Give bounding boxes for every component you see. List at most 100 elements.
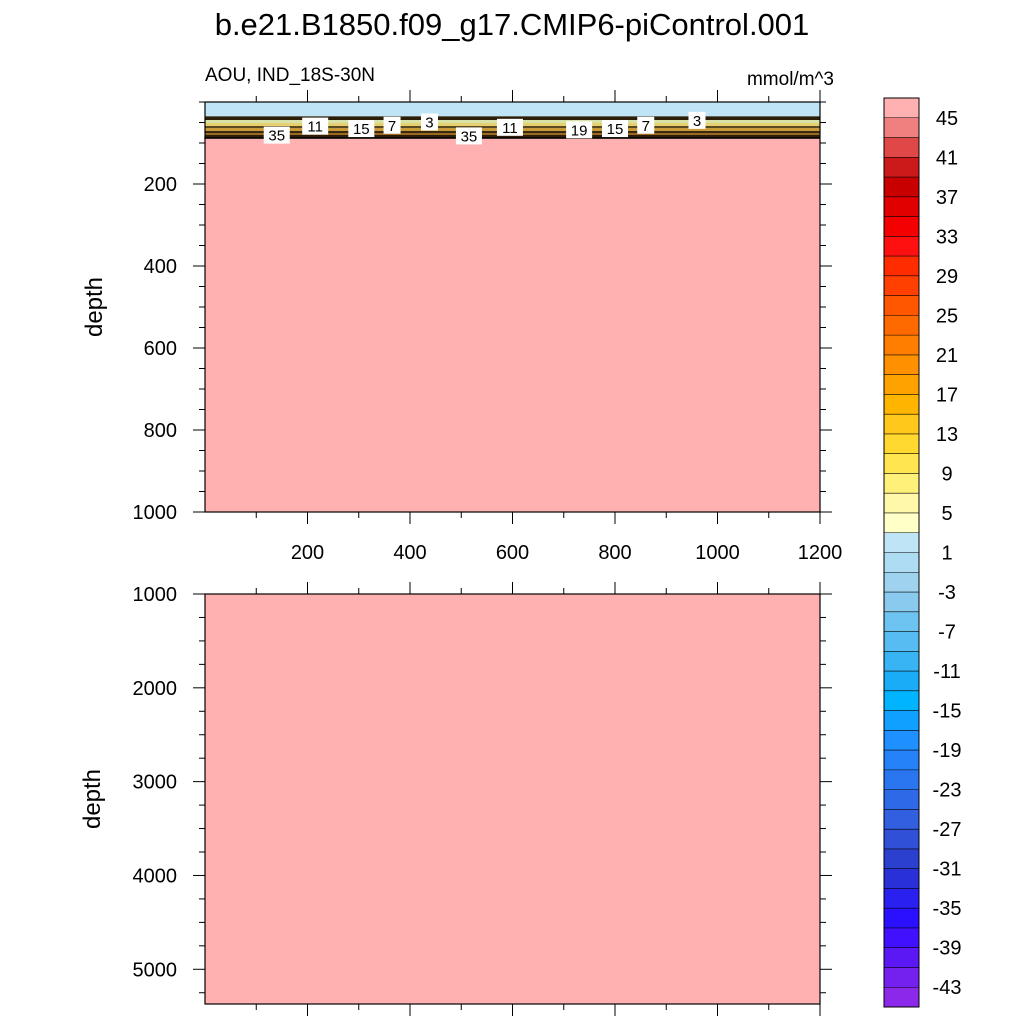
colorbar-swatch [884,512,919,534]
y-tick-label: 2000 [133,678,178,700]
upper-contour-labels: 35 11 15 7 3 35 11 19 15 7 3 [263,111,706,145]
colorbar-swatch [884,473,919,494]
colorbar-label: -11 [933,661,960,683]
colorbar-label: 5 [941,503,952,525]
colorbar-label: -7 [938,622,956,644]
colorbar-swatch [884,374,919,395]
colorbar-swatch [884,532,919,553]
band-edge-line [204,137,820,139]
colorbar-frame [883,97,920,1008]
colorbar-swatch [884,394,919,415]
contour-label: 11 [302,117,329,136]
colorbar-swatch [884,730,919,751]
colorbar-swatch [884,671,919,692]
contour-label-text: 3 [425,115,433,132]
colorbar-label: 17 [936,384,958,406]
colorbar-label: -43 [933,977,962,999]
colorbar-swatch [884,552,919,573]
colorbar-swatch [884,631,919,652]
colorbar-swatch [884,611,919,632]
contour-label: 35 [455,127,482,145]
colorbar-label: 33 [936,226,958,248]
colorbar-label: -35 [933,898,962,920]
contour-label: 19 [566,121,593,139]
colorbar-swatch [884,927,919,949]
colorbar-label: -23 [933,780,962,802]
contour-label-text: 15 [353,121,370,138]
contour-label-text: 15 [607,121,624,138]
x-tick-label: 1200 [798,542,843,564]
contour-label-text: 3 [693,113,701,130]
colorbar-swatch [884,216,919,237]
lower-panel: 1000 2000 3000 4000 5000 depth [79,582,832,1016]
colorbar-label: 21 [936,345,958,367]
colorbar-swatch [884,572,919,593]
colorbar-swatch [884,157,919,178]
contour-label: 7 [637,116,655,135]
colorbar-swatch [884,769,919,790]
colorbar-label: 45 [936,108,958,130]
contour-label-text: 7 [388,118,396,135]
upper-plot-frame [204,101,821,513]
colorbar-swatch [884,335,919,356]
y-tick-label: 4000 [133,865,178,887]
y-tick-label: 600 [144,338,177,360]
colorbar-label: -19 [933,740,962,762]
subtitle-right: mmol/m^3 [747,69,834,90]
colorbar-label: -3 [938,582,956,604]
y-tick-label: 5000 [133,959,178,981]
colorbar-swatch [884,987,919,1008]
colorbar-swatch [884,433,919,454]
colorbar-swatch [884,354,919,375]
fill-region-lower-0 [205,594,820,1004]
colorbar-swatch [884,256,919,277]
y-tick-label: 1000 [133,502,178,524]
colorbar-swatch [884,710,919,731]
y-tick-label: 800 [144,420,177,442]
colorbar-label: 9 [941,463,952,485]
subtitle-left: AOU, IND_18S-30N [205,65,375,86]
upper-ylabel: depth [81,277,108,337]
colorbar-label: -31 [933,859,962,881]
lower-ylabel: depth [79,769,106,829]
contour-label: 35 [263,126,290,145]
colorbar-swatch [884,137,919,158]
colorbar-swatch [884,888,919,909]
y-tick-label: 400 [144,256,177,278]
colorbar-swatch [884,315,919,336]
contour-label: 3 [420,113,438,132]
lower-plot-fills [205,594,820,1004]
colorbar-label: -39 [933,938,962,960]
lower-plot-frame [204,593,821,1005]
x-tick-label: 400 [393,542,426,564]
colorbar-swatch [884,275,919,296]
colorbar-swatch [884,868,919,889]
colorbar-label: 1 [941,543,952,565]
colorbar-swatch [884,295,919,316]
colorbar-swatch [884,809,919,830]
colorbar-swatch [884,750,919,771]
colorbar-swatch [884,908,919,929]
contour-label: 3 [688,111,706,130]
colorbar-swatch [884,947,919,968]
colorbar-swatch [884,453,919,474]
colorbar-swatch [884,177,919,198]
y-tick-label: 200 [144,174,177,196]
colorbar-swatch [884,117,919,138]
contour-label-text: 19 [571,122,588,139]
contour-label: 15 [602,120,628,138]
colorbar-label: 13 [936,424,958,446]
colorbar-swatch [884,789,919,810]
colorbar-swatch [884,196,919,217]
x-tick-label: 200 [291,542,324,564]
colorbar-swatch [884,493,919,514]
upper-axis-ticks: 200 400 600 800 1000 1200 200 400 600 800 1000 [133,90,843,564]
x-tick-label: 600 [496,542,529,564]
colorbar-label: 25 [936,305,958,327]
colorbar-label: -15 [933,701,962,723]
contour-label-text: 11 [307,119,323,136]
y-tick-label: 1000 [133,584,178,606]
colorbar-swatch [884,414,919,435]
